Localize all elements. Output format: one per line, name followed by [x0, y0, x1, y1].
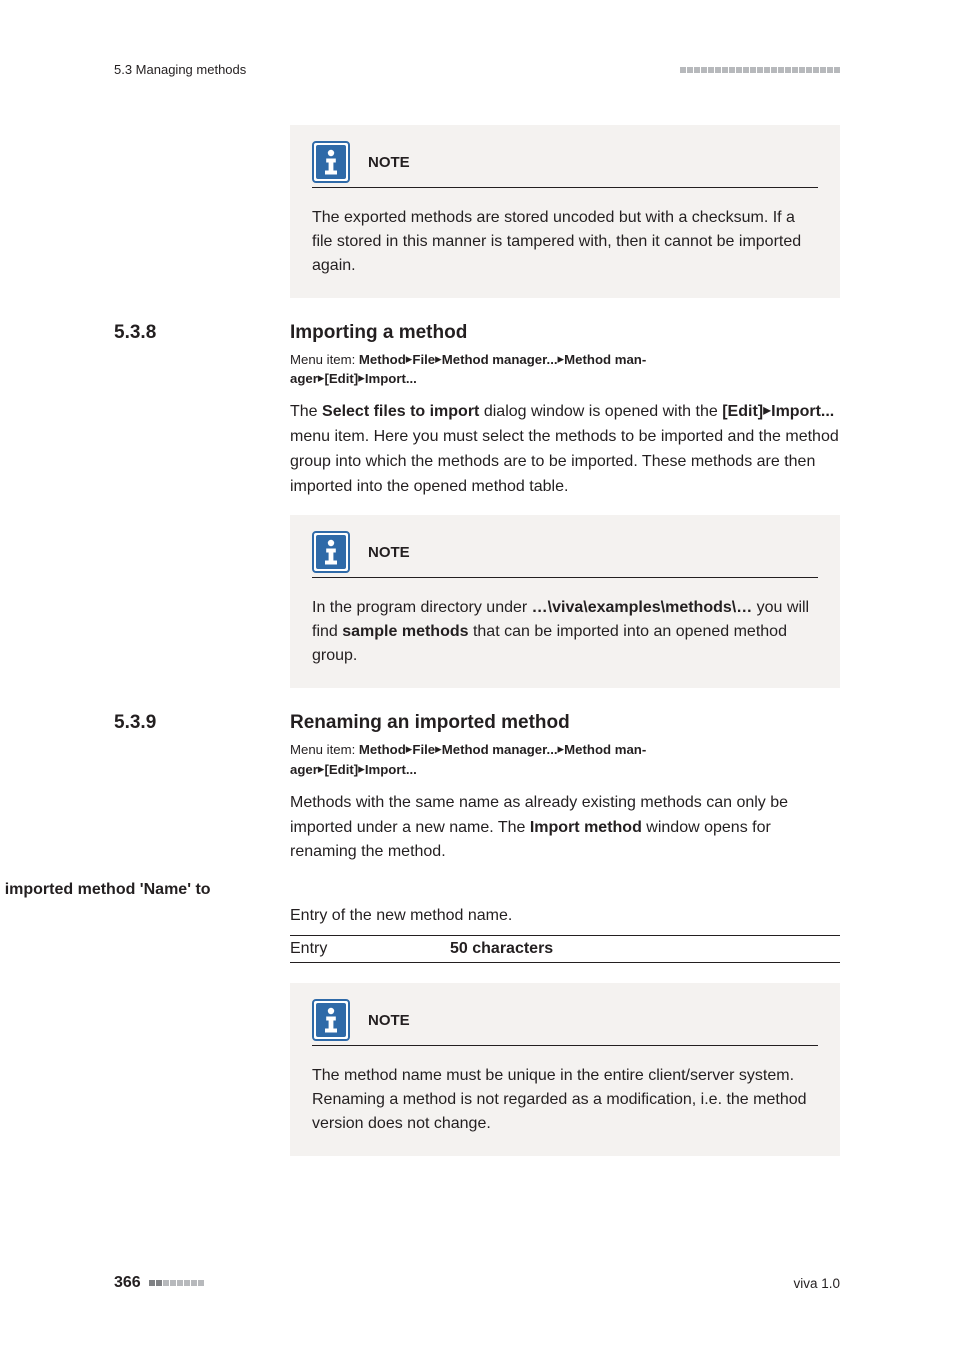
- triangle-icon: ▸: [406, 349, 413, 368]
- note-box: NOTE In the program directory under …\vi…: [290, 515, 840, 688]
- note-title: NOTE: [368, 154, 410, 171]
- running-header: 5.3 Managing methods: [114, 62, 840, 77]
- menu-part: Method manager...: [442, 742, 558, 757]
- page-number-wrap: 366: [114, 1274, 204, 1292]
- product-name: viva 1.0: [793, 1276, 840, 1291]
- note-body: In the program directory under …\viva\ex…: [312, 596, 818, 668]
- info-icon: [312, 141, 350, 183]
- page-footer: 366 viva 1.0: [114, 1274, 840, 1292]
- info-icon: [312, 531, 350, 573]
- heading-538: 5.3.8 Importing a method: [114, 322, 840, 344]
- page: 5.3 Managing methods NOTE The exported m…: [0, 0, 954, 1350]
- note-box: NOTE The exported methods are stored unc…: [290, 125, 840, 298]
- menu-part: Import...: [365, 762, 417, 777]
- menu-part: Method manager...: [442, 352, 558, 367]
- triangle-icon: ▸: [435, 739, 442, 758]
- menu-path: Menu item: Method ▸ File ▸ Method manage…: [290, 740, 840, 778]
- menu-part: Method: [359, 742, 406, 757]
- entry-value: 50 characters: [450, 940, 553, 958]
- triangle-icon: ▸: [406, 739, 413, 758]
- entry-table: Entry 50 characters: [290, 935, 840, 963]
- footer-ornament: [149, 1280, 204, 1286]
- triangle-icon: ▸: [558, 739, 565, 758]
- section-538-body: Menu item: Method ▸ File ▸ Method manage…: [114, 350, 840, 688]
- note-title: NOTE: [368, 544, 410, 561]
- note-header: NOTE: [312, 141, 818, 188]
- menu-path: Menu item: Method ▸ File ▸ Method manage…: [290, 350, 840, 388]
- menu-part: Method: [359, 352, 406, 367]
- menu-part: File: [412, 742, 435, 757]
- note-header: NOTE: [312, 999, 818, 1046]
- note-box: NOTE The method name must be unique in t…: [290, 983, 840, 1156]
- note-body: The method name must be unique in the en…: [312, 1064, 818, 1136]
- note-title: NOTE: [368, 1012, 410, 1029]
- page-number: 366: [114, 1274, 141, 1292]
- heading-text: Renaming an imported method: [290, 712, 570, 734]
- triangle-icon: ▸: [558, 349, 565, 368]
- paragraph: Methods with the same name as already ex…: [290, 791, 840, 865]
- triangle-icon: ▸: [763, 399, 771, 424]
- header-ornament: [680, 67, 840, 73]
- main-content: NOTE The exported methods are stored unc…: [114, 125, 840, 298]
- menu-prefix: Menu item:: [290, 742, 359, 757]
- menu-prefix: Menu item:: [290, 352, 359, 367]
- triangle-icon: ▸: [358, 759, 365, 778]
- entry-label: Entry: [290, 940, 450, 958]
- field-description: Entry of the new method name.: [290, 907, 840, 925]
- heading-number: 5.3.8: [114, 322, 250, 344]
- menu-part: [Edit]: [324, 371, 358, 386]
- section-539-body: Menu item: Method ▸ File ▸ Method manage…: [114, 740, 840, 865]
- note-header: NOTE: [312, 531, 818, 578]
- menu-part: [Edit]: [324, 762, 358, 777]
- field-body: Entry of the new method name. Entry 50 c…: [114, 907, 840, 1156]
- menu-part: Import...: [365, 371, 417, 386]
- note-body: The exported methods are stored uncoded …: [312, 206, 818, 278]
- heading-539: 5.3.9 Renaming an imported method: [114, 712, 840, 734]
- heading-text: Importing a method: [290, 322, 467, 344]
- section-breadcrumb: 5.3 Managing methods: [114, 62, 246, 77]
- triangle-icon: ▸: [358, 368, 365, 387]
- triangle-icon: ▸: [435, 349, 442, 368]
- heading-number: 5.3.9: [114, 712, 250, 734]
- menu-part: File: [412, 352, 435, 367]
- field-label: Rename imported method 'Name' to: [0, 881, 840, 899]
- info-icon: [312, 999, 350, 1041]
- paragraph: The Select files to import dialog window…: [290, 400, 840, 499]
- triangle-icon: ▸: [318, 759, 325, 778]
- triangle-icon: ▸: [318, 368, 325, 387]
